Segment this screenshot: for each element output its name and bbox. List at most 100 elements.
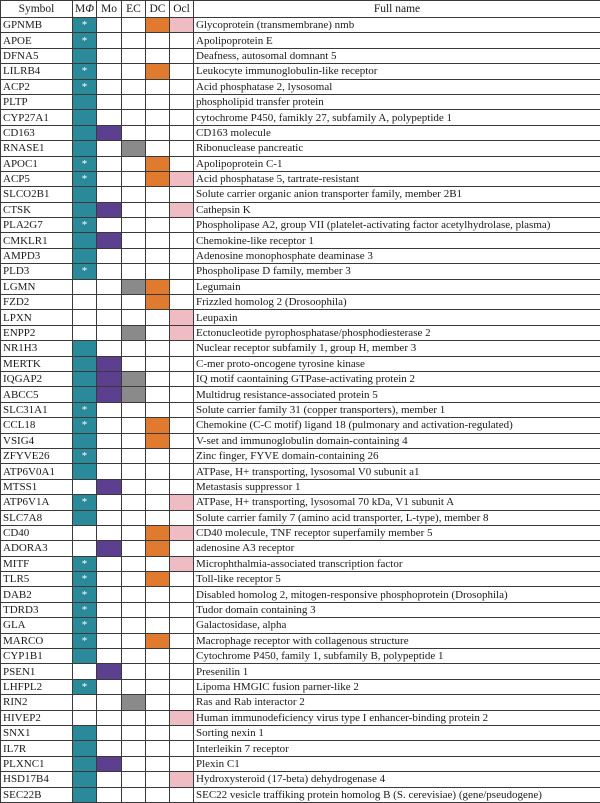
gene-full-name: Apolipoprotein E — [193, 32, 600, 49]
monocyte-cell — [96, 186, 122, 203]
macrophage-cell — [72, 186, 97, 203]
endothelial-cell — [121, 294, 146, 311]
gene-symbol: SEC22B — [0, 786, 73, 803]
dendritic-cell — [145, 740, 170, 757]
endothelial-cell — [121, 63, 146, 80]
dendritic-cell — [145, 386, 170, 403]
macrophage-cell — [72, 124, 97, 142]
dendritic-cell — [145, 663, 170, 680]
macrophage-cell — [72, 370, 97, 388]
macrophage-cell: * — [72, 217, 97, 234]
macrophage-cell: * — [72, 632, 97, 650]
gene-symbol: CYP1B1 — [0, 648, 73, 665]
endothelial-cell — [121, 370, 146, 388]
osteoclast-cell — [169, 124, 194, 142]
macrophage-cell — [72, 309, 97, 326]
endothelial-cell — [121, 555, 146, 573]
macrophage-cell — [72, 140, 97, 157]
significance-star: * — [81, 219, 88, 232]
osteoclast-cell — [169, 447, 194, 465]
table-row: LHFPL2 * Lipoma HMGIC fusion parner-like 2 — [0, 678, 600, 696]
macrophage-cell — [72, 771, 97, 788]
macrophage-cell — [72, 478, 97, 496]
gene-full-name: Metastasis suppressor 1 — [193, 478, 600, 496]
monocyte-cell — [96, 678, 122, 696]
dendritic-cell — [145, 524, 170, 542]
dendritic-cell — [145, 324, 170, 342]
endothelial-cell — [121, 540, 146, 557]
dendritic-cell — [145, 786, 170, 803]
macrophage-cell — [72, 755, 97, 773]
table-row: ADORA3 adenosine A3 receptor — [0, 540, 600, 557]
table-row: MARCO * Macrophage receptor with collageno… — [0, 632, 600, 650]
gene-full-name: V-set and immunoglobulin domain-containi… — [193, 432, 600, 449]
dendritic-cell — [145, 294, 170, 311]
endothelial-cell — [121, 509, 146, 526]
macrophage-cell — [72, 47, 97, 65]
gene-symbol: CMKLR1 — [0, 232, 73, 249]
endothelial-cell — [121, 155, 146, 172]
monocyte-cell — [96, 370, 122, 388]
gene-full-name: Human immunodeficiency virus type I enha… — [193, 709, 600, 726]
monocyte-cell — [96, 586, 122, 603]
gene-full-name: Toll-like receptor 5 — [193, 571, 600, 588]
table-row: APOE * Apolipoprotein E — [0, 32, 600, 49]
gene-symbol: IQGAP2 — [0, 370, 73, 388]
endothelial-cell — [121, 32, 146, 49]
monocyte-cell — [96, 447, 122, 465]
table-row: HIVEP2 Human immunodeficiency virus type … — [0, 709, 600, 726]
endothelial-cell — [121, 601, 146, 619]
gene-full-name: CD40 molecule, TNF receptor superfamily … — [193, 524, 600, 542]
significance-star: * — [81, 619, 88, 632]
endothelial-cell — [121, 524, 146, 542]
table-row: SLC31A1 * Solute carrier family 31 (copper… — [0, 401, 600, 419]
gene-full-name: Apolipoprotein C-1 — [193, 155, 600, 172]
dendritic-cell — [145, 370, 170, 388]
macrophage-cell — [72, 663, 97, 680]
gene-symbol: SLC7A8 — [0, 509, 73, 526]
header-macrophage-symbol: Φ — [85, 3, 94, 15]
significance-star: * — [81, 496, 88, 509]
endothelial-cell — [121, 617, 146, 634]
monocyte-cell — [96, 463, 122, 480]
table-row: CD40 CD40 molecule, TNF receptor superfam… — [0, 524, 600, 542]
osteoclast-cell — [169, 478, 194, 496]
osteoclast-cell — [169, 678, 194, 696]
endothelial-cell — [121, 186, 146, 203]
monocyte-cell — [96, 401, 122, 419]
gene-full-name: Deafness, autosomal domnant 5 — [193, 47, 600, 65]
gene-symbol: IL7R — [0, 740, 73, 757]
macrophage-cell — [72, 294, 97, 311]
osteoclast-cell — [169, 524, 194, 542]
header-macrophage-prefix: M — [75, 3, 86, 15]
dendritic-cell — [145, 601, 170, 619]
macrophage-cell — [72, 786, 97, 803]
monocyte-cell — [96, 32, 122, 49]
dendritic-cell — [145, 355, 170, 372]
endothelial-cell — [121, 786, 146, 803]
gene-symbol: MARCO — [0, 632, 73, 650]
gene-symbol: LPXN — [0, 309, 73, 326]
gene-symbol: RNASE1 — [0, 140, 73, 157]
dendritic-cell — [145, 447, 170, 465]
table-row: SLCO2B1 Solute carrier organic anion tran… — [0, 186, 600, 203]
gene-symbol: SLC31A1 — [0, 401, 73, 419]
gene-full-name: Tudor domain containing 3 — [193, 601, 600, 619]
gene-symbol: CCL18 — [0, 417, 73, 434]
endothelial-cell — [121, 771, 146, 788]
osteoclast-cell — [169, 63, 194, 80]
table-row: AMPD3 Adenosine monophosphate deaminase 3 — [0, 247, 600, 265]
monocyte-cell — [96, 201, 122, 219]
gene-full-name: Microphthalmia-associated transcription … — [193, 555, 600, 573]
osteoclast-cell — [169, 540, 194, 557]
macrophage-cell — [72, 524, 97, 542]
osteoclast-cell — [169, 617, 194, 634]
gene-full-name: Phospholipase D family, member 3 — [193, 263, 600, 280]
table-row: SLC7A8 Solute carrier family 7 (amino aci… — [0, 509, 600, 526]
macrophage-cell: * — [72, 447, 97, 465]
header-endothelial: EC — [121, 0, 146, 18]
table-row: FZD2 Frizzled homolog 2 (Drosoophila) — [0, 294, 600, 311]
table-body: GPNMB * Glycoprotein (transmembrane) nmb AP… — [0, 16, 600, 803]
osteoclast-cell — [169, 201, 194, 219]
gene-full-name: C-mer proto-oncogene tyrosine kinase — [193, 355, 600, 372]
